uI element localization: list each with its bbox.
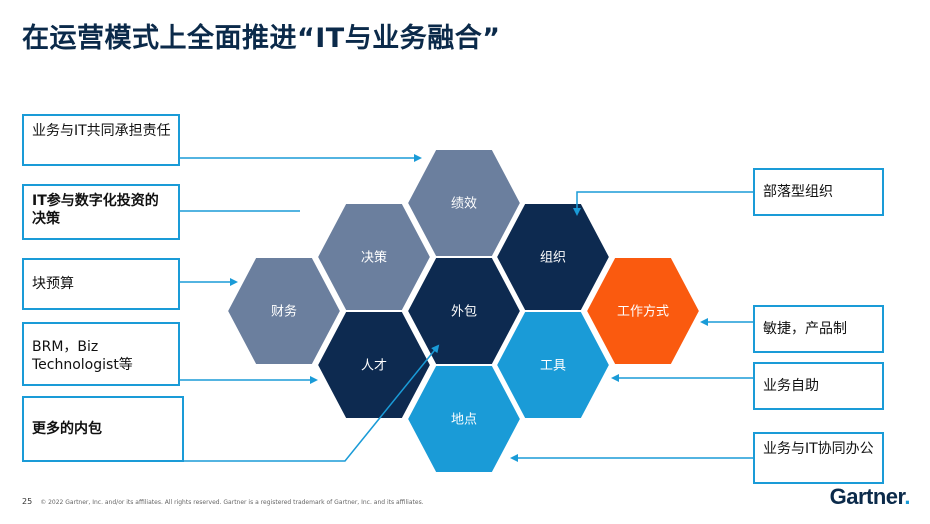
right-box-co-working: 业务与IT协同办公 — [753, 432, 884, 484]
right-box-label: 敏捷，产品制 — [763, 321, 847, 337]
left-box-label: 业务与IT共同承担责任 — [32, 123, 171, 139]
gartner-logo: Gartner. — [829, 484, 911, 510]
copyright-text: © 2022 Gartner, Inc. and/or its affiliat… — [40, 499, 424, 506]
right-box-label: 部落型组织 — [763, 184, 833, 200]
right-box-agile: 敏捷，产品制 — [753, 305, 884, 353]
right-box-self-service: 业务自助 — [753, 362, 884, 410]
hex-way-of-working — [584, 256, 702, 366]
hex-location — [405, 364, 523, 474]
logo-dot: . — [904, 484, 910, 509]
left-box-shared-accountability: 业务与IT共同承担责任 — [22, 114, 180, 166]
right-box-label: 业务与IT协同办公 — [763, 441, 874, 457]
left-box-brm: BRM，Biz Technologist等 — [22, 322, 180, 386]
hex-location-label: 地点 — [451, 413, 477, 428]
hex-talent-label: 人才 — [361, 359, 387, 374]
hex-talent — [315, 310, 433, 420]
right-box-label: 业务自助 — [763, 378, 819, 394]
page-number: 25 — [22, 497, 33, 506]
hex-finance — [225, 256, 343, 366]
left-box-block-budget: 块预算 — [22, 258, 180, 310]
hex-tools — [494, 310, 612, 420]
hex-organization-label: 组织 — [540, 251, 566, 266]
left-box-investment-decisions: IT参与数字化投资的决策 — [22, 184, 180, 240]
left-box-label: BRM，Biz Technologist等 — [32, 339, 133, 373]
slide-title: 在运营模式上全面推进“IT与业务融合” — [22, 16, 500, 55]
connector-arrow — [573, 191, 753, 216]
hex-way-of-working-label: 工作方式 — [617, 304, 669, 320]
slide-title-main: 在运营模式上全面推进 — [22, 23, 297, 54]
logo-text: Gartner — [829, 484, 905, 509]
right-box-tribe-org: 部落型组织 — [753, 168, 884, 216]
left-box-label: 更多的内包 — [32, 421, 102, 437]
left-box-label: 块预算 — [32, 276, 74, 292]
connector-arrow — [184, 344, 440, 462]
footer: 25 © 2022 Gartner, Inc. and/or its affili… — [22, 497, 424, 506]
hex-decision-label: 决策 — [361, 250, 387, 266]
hex-outsourcing-label: 外包 — [451, 305, 477, 320]
hex-tools-label: 工具 — [540, 359, 566, 374]
hex-performance-label: 绩效 — [451, 197, 477, 212]
slide-title-quote: “IT与业务融合” — [297, 23, 501, 54]
left-box-label: IT参与数字化投资的决策 — [32, 193, 159, 227]
hex-finance-label: 财务 — [271, 304, 297, 320]
left-box-more-insourcing: 更多的内包 — [22, 396, 184, 462]
